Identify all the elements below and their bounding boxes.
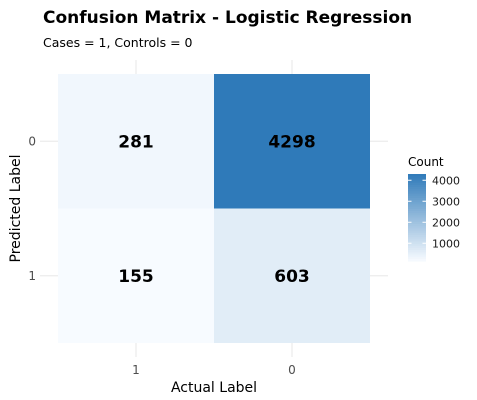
legend-gradient-step — [408, 200, 426, 203]
legend-gradient-step — [408, 226, 426, 229]
cell-value-label: 4298 — [268, 132, 315, 152]
y-tick-label: 1 — [28, 269, 36, 283]
legend-gradient-step — [408, 189, 426, 192]
legend-gradient-step — [408, 239, 426, 243]
legend-gradient-step — [408, 191, 426, 195]
x-axis-title: Actual Label — [171, 380, 257, 396]
legend-gradient-step — [408, 195, 426, 199]
legend-gradient-step — [408, 258, 426, 262]
legend-gradient-step — [408, 213, 426, 216]
legend-gradient-step — [408, 184, 426, 188]
heatmap-cell — [214, 74, 370, 209]
legend-gradient-step — [408, 202, 426, 206]
legend-tick-label: 4000 — [432, 174, 460, 187]
legend-gradient-step — [408, 256, 426, 260]
legend-gradient-step — [408, 178, 426, 182]
cell-value-label: 603 — [274, 267, 310, 287]
legend-gradient-step — [408, 247, 426, 251]
legend-gradient-step — [408, 206, 426, 210]
x-tick-label: 0 — [288, 363, 296, 377]
legend-gradient-step — [408, 182, 426, 186]
legend-gradient-step — [408, 254, 426, 258]
legend-gradient-step — [408, 241, 426, 245]
legend: Count 1000 2000 3000 4000 — [408, 155, 460, 262]
y-tick-label: 0 — [28, 134, 36, 148]
heatmap-cells — [58, 74, 370, 343]
legend-gradient-step — [408, 215, 426, 219]
legend-gradient-step — [408, 245, 426, 249]
legend-gradient-step — [408, 180, 426, 184]
legend-gradient-step — [408, 234, 426, 238]
legend-gradient-step — [408, 210, 426, 214]
legend-tick-label: 3000 — [432, 195, 460, 208]
legend-gradient-step — [408, 243, 426, 247]
legend-gradient-step — [408, 252, 426, 256]
legend-gradient-step — [408, 176, 426, 179]
legend-gradient-step — [408, 174, 426, 177]
legend-gradient-step — [408, 217, 426, 221]
x-tick-label: 1 — [132, 363, 140, 377]
cell-labels: 281 4298 155 603 — [118, 132, 315, 287]
legend-gradient-step — [408, 187, 426, 190]
cell-value-label: 155 — [118, 267, 154, 287]
legend-gradient-step — [408, 228, 426, 232]
legend-gradient-step — [408, 230, 426, 234]
legend-gradient-step — [408, 224, 426, 227]
legend-gradient-step — [408, 221, 426, 225]
legend-tick-label: 1000 — [432, 237, 460, 250]
heatmap-cell — [214, 208, 370, 343]
y-axis-title: Predicted Label — [8, 155, 24, 263]
legend-gradient-step — [408, 232, 426, 236]
chart-title: Confusion Matrix - Logistic Regression — [43, 8, 413, 28]
legend-gradient-step — [408, 237, 426, 240]
chart-subtitle: Cases = 1, Controls = 0 — [43, 35, 193, 50]
legend-gradient-step — [408, 204, 426, 208]
legend-title: Count — [408, 155, 444, 169]
legend-tick-label: 2000 — [432, 216, 460, 229]
heatmap-cell — [58, 208, 214, 343]
axes: 1 0 0 1 Actual Label Predicted Label — [8, 134, 296, 396]
legend-gradient-step — [408, 193, 426, 197]
heatmap-cell — [58, 74, 214, 209]
legend-gradient-step — [408, 219, 426, 223]
legend-gradient-step — [408, 197, 426, 201]
legend-gradient-step — [408, 250, 426, 253]
legend-gradient-step — [408, 208, 426, 212]
cell-value-label: 281 — [118, 132, 154, 152]
